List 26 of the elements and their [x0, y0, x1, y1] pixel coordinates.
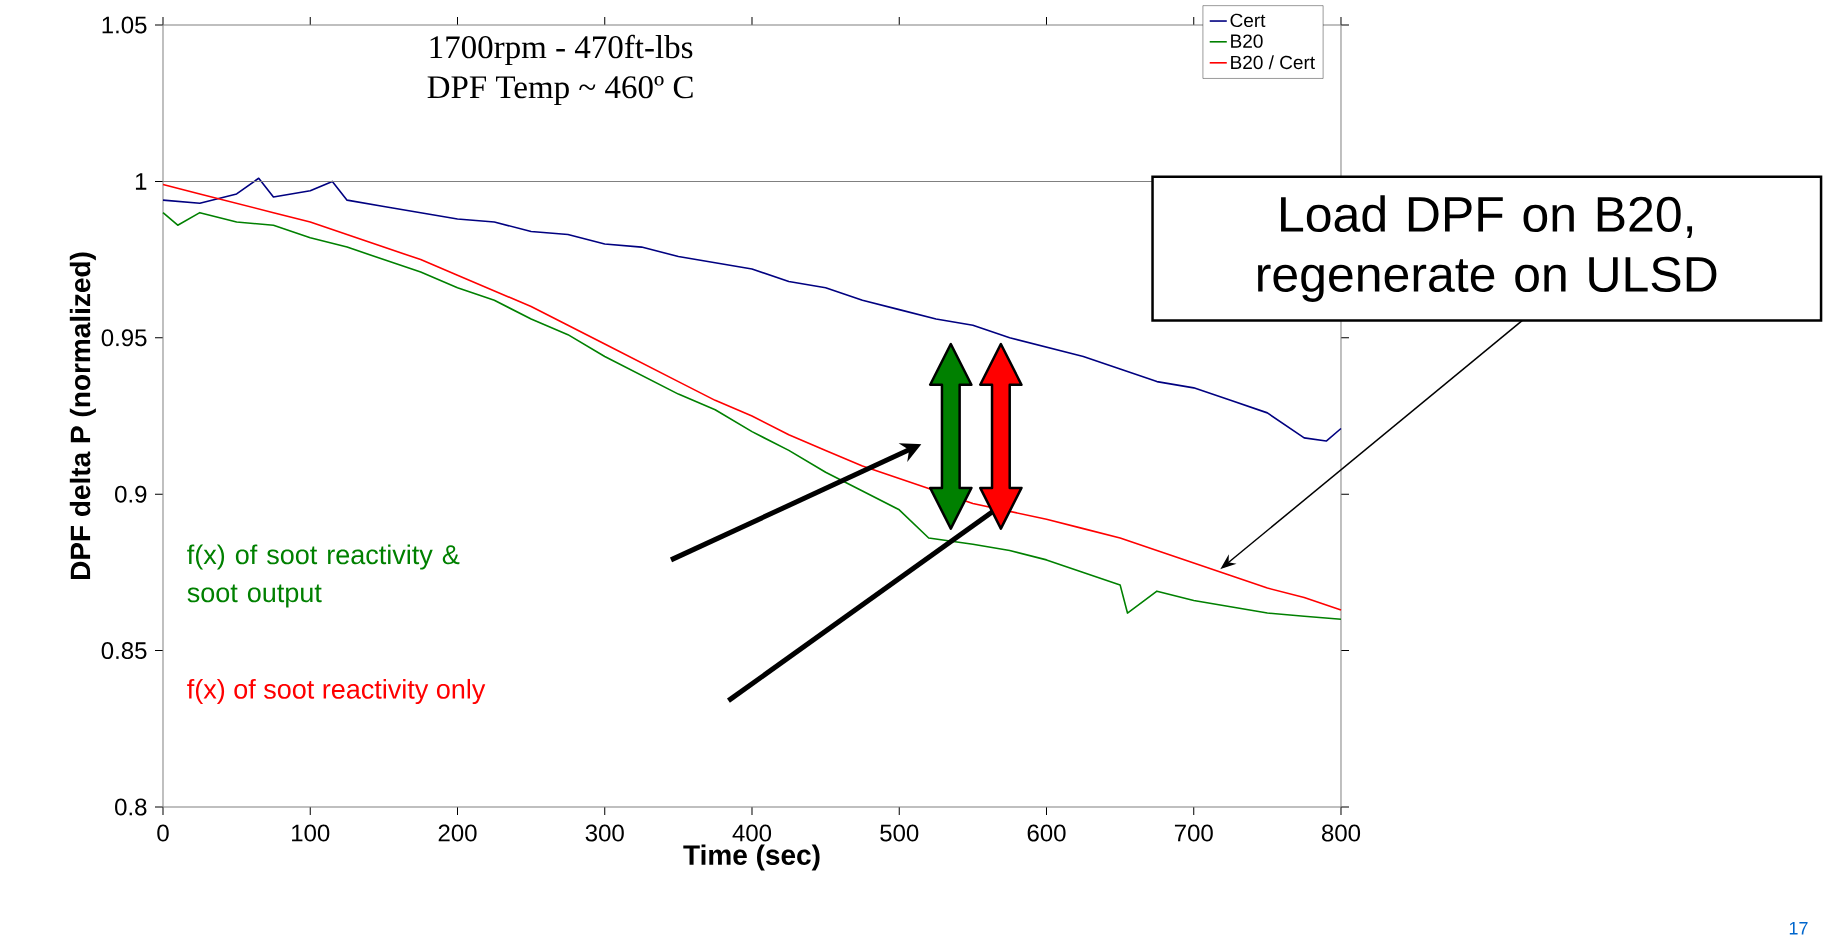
- x-axis-title: Time (sec): [683, 844, 820, 871]
- x-tick-label: 100: [292, 824, 330, 842]
- x-tick-label: 0: [157, 824, 169, 842]
- y-tick-label: 0.95: [101, 329, 147, 347]
- annotation: Load DPF on B20, regenerate on ULSD: [1258, 195, 1717, 302]
- x-tick-label: 800: [1322, 824, 1361, 842]
- text: DPF Temp ~ 460º C: [427, 76, 693, 106]
- y-axis-title: DPF delta P (normalized): [69, 252, 96, 580]
- legend-label: B20: [1231, 34, 1263, 48]
- x-tick-label: 600: [1027, 824, 1066, 842]
- text: 17: [1789, 922, 1808, 935]
- y-tick-label: 1: [135, 173, 147, 190]
- legend-label: Cert: [1230, 13, 1266, 28]
- annotation: f(x) of soot reactivity & soot output: [187, 544, 460, 608]
- x-tick-label: 200: [438, 824, 477, 842]
- y-tick-label: 0.8: [115, 798, 147, 816]
- x-tick-label: 400: [732, 824, 772, 842]
- y-tick-label: 0.9: [115, 485, 147, 503]
- y-tick-label: 0.85: [101, 642, 147, 660]
- x-tick-label: 300: [585, 824, 624, 842]
- chart-title: 1700rpm - 470ft-lbs: [430, 34, 693, 66]
- x-tick-label: 500: [880, 824, 919, 842]
- annotation: f(x) of soot reactivity only: [187, 678, 486, 705]
- legend-label: B20 / Cert: [1231, 55, 1315, 70]
- x-tick-label: 700: [1174, 824, 1213, 842]
- y-tick-label: 1.05: [102, 16, 147, 34]
